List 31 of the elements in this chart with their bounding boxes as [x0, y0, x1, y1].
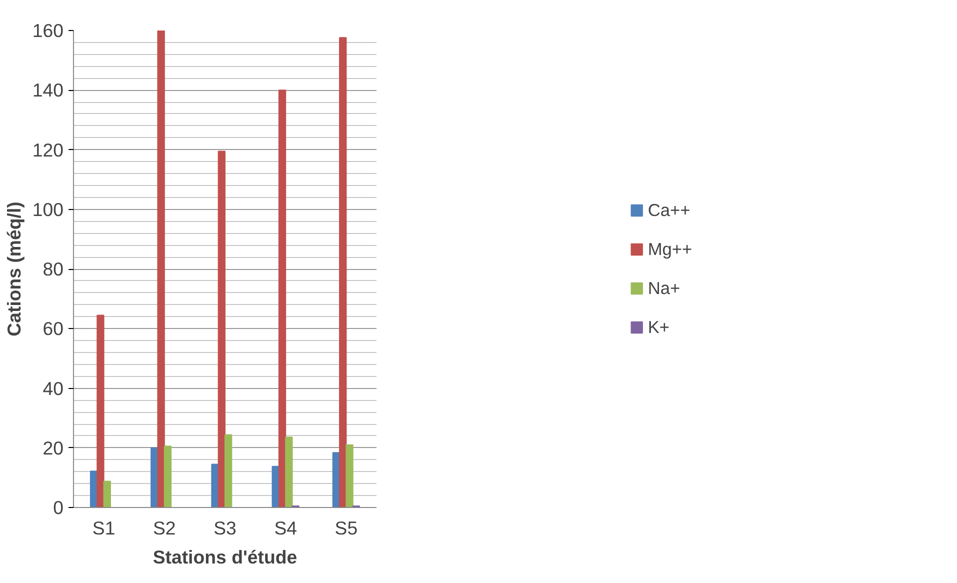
x-tick-label: S2	[152, 518, 176, 538]
bar	[285, 436, 293, 508]
legend-label: Mg++	[648, 238, 692, 260]
y-tick-label: 60	[42, 318, 64, 340]
bar	[278, 90, 286, 508]
y-tick-label: 0	[53, 497, 64, 518]
bar	[157, 30, 165, 508]
y-tick-label: 160	[32, 20, 64, 41]
bar	[218, 150, 226, 508]
bar	[346, 444, 354, 508]
y-tick-label: 40	[42, 378, 64, 399]
x-tick-label: S3	[214, 518, 236, 538]
x-tick-label: S5	[334, 518, 358, 538]
legend-label: Na+	[648, 278, 680, 298]
bar	[339, 37, 347, 508]
bar	[164, 446, 172, 508]
y-tick-label: 100	[32, 198, 64, 220]
bar	[211, 464, 219, 508]
y-axis-title: Cations (méq/l)	[3, 202, 24, 336]
x-tick-label: S4	[274, 518, 298, 538]
y-tick-label: 120	[32, 139, 64, 160]
bar	[103, 480, 111, 508]
y-tick-label: 80	[42, 258, 64, 280]
bar	[96, 314, 104, 508]
x-axis-title: Stations d'étude	[152, 546, 298, 568]
legend-label: Ca++	[648, 200, 690, 220]
bar	[224, 434, 232, 508]
x-tick-label: S1	[92, 518, 116, 538]
y-tick-label: 20	[42, 437, 64, 458]
legend-label: K+	[648, 316, 670, 338]
y-tick-label: 140	[32, 80, 64, 101]
